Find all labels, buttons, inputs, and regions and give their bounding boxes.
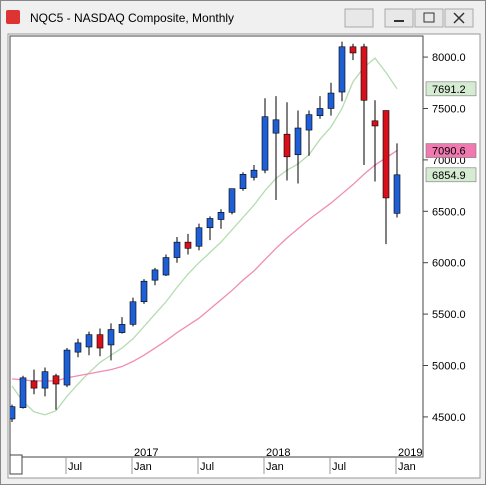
window-buttons[interactable] <box>344 8 474 28</box>
price-tag-label: 7090.6 <box>432 146 466 158</box>
maximize-icon <box>423 12 435 23</box>
minimize-button[interactable] <box>384 8 414 28</box>
plot-layer: 4500.0 5000.0 5500.0 6000.0 6500.0 7000.0 7500… <box>10 41 477 474</box>
candle-body <box>382 110 390 199</box>
candle-body <box>10 406 16 420</box>
candle-body <box>250 169 258 178</box>
candle-body <box>305 114 313 131</box>
y-tick-label: 6500.0 <box>432 206 466 218</box>
candle-body <box>162 257 170 276</box>
y-tick-label: 5500.0 <box>432 309 466 321</box>
corner-box <box>9 454 23 475</box>
candle-body <box>294 127 302 156</box>
app-icon <box>6 10 20 24</box>
candle-body <box>360 46 368 101</box>
y-tick-label: 7000.0 <box>432 155 466 167</box>
candle-body <box>217 212 225 220</box>
candle-body <box>151 269 159 281</box>
candle-body <box>140 280 148 303</box>
candle-body <box>19 377 27 408</box>
x-tick-label: Jan <box>134 461 152 473</box>
close-icon <box>453 12 465 24</box>
candle-body <box>41 371 49 389</box>
candle-body <box>30 380 38 389</box>
candle-body <box>338 46 346 93</box>
series-layer <box>10 41 401 423</box>
candle-body <box>327 92 335 109</box>
x-tick-label: Jul <box>332 461 346 473</box>
x-tick-label: Jul <box>200 461 214 473</box>
candle-body <box>107 329 115 346</box>
price-tag <box>425 143 477 158</box>
candle-body <box>74 342 82 353</box>
y-tick-label: 7500.0 <box>432 103 466 115</box>
candle-body <box>184 241 192 249</box>
candle-body <box>206 218 214 229</box>
candle-body <box>173 241 181 258</box>
candle-body <box>371 120 379 127</box>
candle-body <box>52 375 60 385</box>
x-tick-label: Jan <box>266 461 284 473</box>
candle-body <box>239 173 247 189</box>
link-button[interactable] <box>344 8 374 28</box>
year-label: 2018 <box>266 447 290 459</box>
y-tick-label: 5000.0 <box>432 361 466 373</box>
x-tick-label: Jan <box>398 461 416 473</box>
maximize-button[interactable] <box>414 8 444 28</box>
candle-body <box>393 174 401 214</box>
price-tag-label: 6854.9 <box>432 170 466 182</box>
y-tick-label: 4500.0 <box>432 412 466 424</box>
candle-body <box>96 334 104 349</box>
candle-body <box>85 334 93 348</box>
candle-body <box>63 349 71 386</box>
moving-average <box>11 57 398 416</box>
candle-body <box>118 324 126 333</box>
moving-average <box>11 150 398 382</box>
year-label: 2017 <box>134 447 158 459</box>
x-tick-label: Jul <box>68 461 82 473</box>
y-tick-label: 6000.0 <box>432 258 466 270</box>
candle-body <box>316 108 324 116</box>
y-tick-label: 8000.0 <box>432 52 466 64</box>
candle-body <box>195 227 203 247</box>
candle-body <box>283 133 291 158</box>
window-title: NQC5 - NASDAQ Composite, Monthly <box>30 11 234 25</box>
candle-body <box>272 119 280 134</box>
candle-body <box>349 46 357 54</box>
price-tag-label: 7691.2 <box>432 84 466 96</box>
price-tag <box>425 81 477 97</box>
candle-body <box>129 301 137 325</box>
year-label: 2019 <box>398 447 422 459</box>
price-tag <box>425 167 477 183</box>
candle-body <box>261 116 269 171</box>
candle-body <box>228 188 236 213</box>
